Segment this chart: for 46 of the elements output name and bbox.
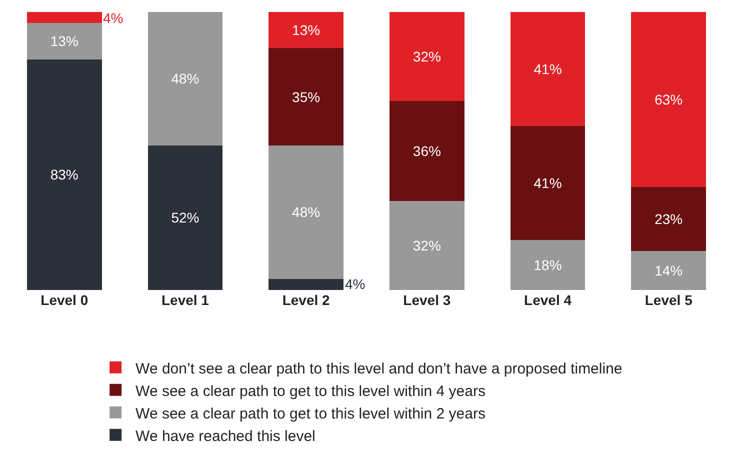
data-label: 48% [292,204,320,220]
bar [26,59,102,290]
data-label: 36% [412,143,441,159]
data-label: 83% [50,166,78,183]
bar [389,201,464,290]
data-label: 13% [50,33,78,50]
bar [510,12,586,126]
data-label: 18% [534,256,562,273]
data-label: 14% [654,262,683,279]
legend-label: We see a clear path to get to this level within 4 years [136,382,486,400]
data-label: 23% [654,211,683,228]
bar [268,145,344,279]
bar [148,145,223,290]
data-label: 32% [412,48,441,64]
data-label: 48% [171,70,200,87]
bar [268,12,344,48]
x-tick-label: Level 0 [40,292,88,308]
x-tick-label: Level 2 [282,292,330,308]
data-label: 41% [534,60,562,77]
bar [268,278,344,290]
legend-label: We see a clear path to get to this level within 2 years [136,405,486,422]
bar [631,187,706,252]
data-label: 4% [345,276,366,292]
data-label: 13% [292,22,320,38]
bar [631,12,706,188]
x-tick-label: Level 4 [524,292,572,308]
bar [26,12,102,24]
x-tick-label: Level 5 [644,292,693,308]
data-label: 35% [292,88,320,105]
data-label: 63% [654,92,683,108]
legend-label: We don’t see a clear path to this level and don’t have a proposed timeline [136,360,622,378]
bar [268,48,344,146]
x-tick-label: Level 1 [161,292,210,308]
bar [148,12,223,146]
bar [631,251,706,290]
bar [389,100,464,202]
data-label: 52% [171,210,200,226]
legend-label: We have reached this level [136,428,316,445]
bar [389,12,464,101]
bar [26,23,102,60]
bar [510,126,586,240]
data-label: 32% [412,238,441,254]
bar [510,240,586,290]
data-label: 41% [534,174,562,191]
x-tick-label: Level 3 [403,292,451,308]
data-label: 4% [103,10,124,26]
